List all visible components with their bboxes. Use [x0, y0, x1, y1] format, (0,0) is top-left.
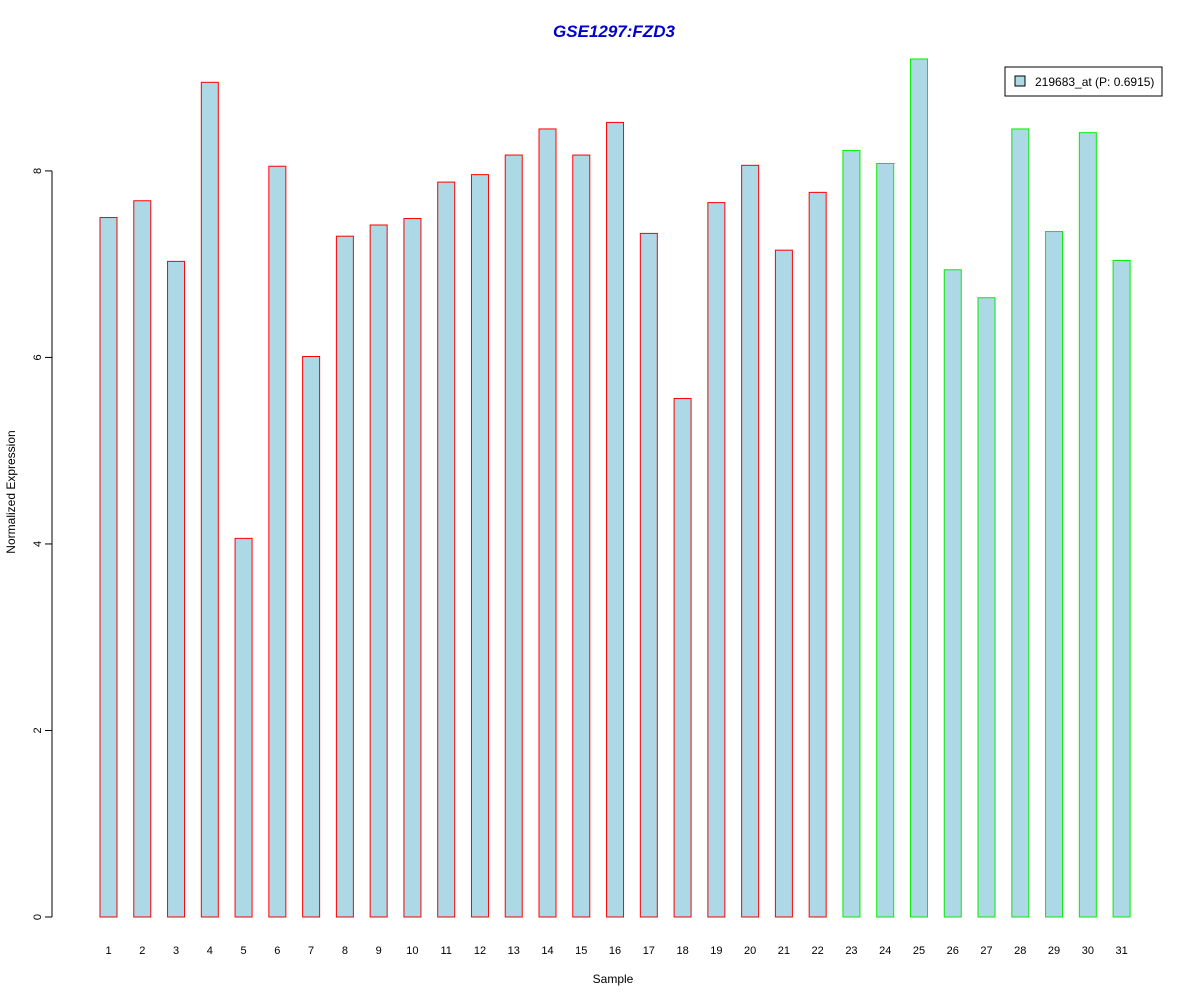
- x-tick-label: 31: [1115, 945, 1127, 957]
- x-tick-label: 5: [241, 945, 247, 957]
- bar-sample-6: [268, 165, 287, 918]
- x-tick-label: 22: [812, 945, 824, 957]
- bar-sample-30: [1078, 132, 1097, 918]
- bar-sample-4: [200, 81, 219, 918]
- bar-sample-8: [335, 235, 354, 918]
- bar-sample-20: [741, 164, 760, 918]
- x-tick-label: 2: [139, 945, 145, 957]
- bar-sample-23: [842, 149, 861, 918]
- x-tick-label: 3: [173, 945, 179, 957]
- bar-sample-27: [977, 297, 996, 918]
- y-tick-label: 8: [32, 168, 44, 174]
- bar-sample-9: [369, 224, 388, 918]
- x-tick-label: 17: [643, 945, 655, 957]
- x-axis-label: Sample: [593, 972, 634, 986]
- x-tick-label: 24: [879, 945, 891, 957]
- y-tick-label: 4: [32, 541, 44, 547]
- legend-box: [1004, 66, 1163, 97]
- bar-sample-19: [707, 202, 726, 918]
- bar-sample-12: [470, 174, 489, 918]
- bar-sample-7: [302, 356, 321, 918]
- bar-sample-18: [673, 397, 692, 918]
- bar-sample-22: [808, 191, 827, 918]
- x-tick-labels: 1 2 3 4 5 6 7 8 9 10 11 12 13 14 15 16 17 18 19 20 21 22 23 24 2…: [105, 945, 1127, 957]
- legend: 219683_at (P: 0.6915): [1004, 66, 1163, 97]
- bar-sample-1: [99, 217, 118, 918]
- bars: [99, 58, 1131, 918]
- x-tick-label: 8: [342, 945, 348, 957]
- x-tick-label: 21: [778, 945, 790, 957]
- bar-sample-25: [909, 58, 928, 918]
- x-tick-label: 25: [913, 945, 925, 957]
- x-tick-label: 9: [376, 945, 382, 957]
- y-tick-label: 2: [32, 727, 44, 733]
- x-tick-label: 15: [575, 945, 587, 957]
- bar-sample-13: [504, 154, 523, 918]
- bar-sample-2: [133, 200, 152, 918]
- legend-swatch: [1014, 75, 1026, 87]
- x-tick-label: 7: [308, 945, 314, 957]
- y-axis: 0 2 4 6 8: [32, 168, 53, 920]
- x-tick-label: 29: [1048, 945, 1060, 957]
- bar-sample-31: [1112, 259, 1131, 918]
- x-tick-label: 6: [274, 945, 280, 957]
- bar-sample-26: [943, 269, 962, 918]
- x-tick-label: 12: [474, 945, 486, 957]
- x-tick-label: 10: [406, 945, 418, 957]
- bar-sample-5: [234, 537, 253, 918]
- x-tick-label: 19: [710, 945, 722, 957]
- x-tick-label: 26: [947, 945, 959, 957]
- x-tick-label: 18: [676, 945, 688, 957]
- bar-sample-21: [774, 249, 793, 918]
- bar-sample-28: [1011, 128, 1030, 918]
- legend-label: 219683_at (P: 0.6915): [1035, 75, 1154, 89]
- x-tick-label: 13: [508, 945, 520, 957]
- bar-sample-17: [639, 232, 658, 918]
- y-axis-label: Normalized Expression: [4, 430, 18, 553]
- x-tick-label: 23: [845, 945, 857, 957]
- y-tick-label: 0: [32, 914, 44, 920]
- x-tick-label: 16: [609, 945, 621, 957]
- x-tick-label: 30: [1082, 945, 1094, 957]
- x-tick-label: 4: [207, 945, 213, 957]
- bar-sample-10: [403, 217, 422, 918]
- bar-sample-14: [538, 128, 557, 918]
- x-tick-label: 14: [541, 945, 553, 957]
- bar-sample-24: [876, 162, 895, 918]
- bar-sample-29: [1045, 231, 1064, 918]
- bar-sample-11: [437, 181, 456, 918]
- bar-sample-3: [167, 260, 186, 918]
- bar-sample-15: [572, 154, 591, 918]
- x-tick-label: 11: [440, 945, 451, 957]
- x-tick-label: 27: [980, 945, 992, 957]
- x-tick-label: 20: [744, 945, 756, 957]
- chart-title: GSE1297:FZD3: [553, 22, 675, 41]
- y-tick-label: 6: [32, 354, 44, 360]
- bar-sample-16: [606, 121, 625, 918]
- x-tick-label: 28: [1014, 945, 1026, 957]
- x-tick-label: 1: [105, 945, 111, 957]
